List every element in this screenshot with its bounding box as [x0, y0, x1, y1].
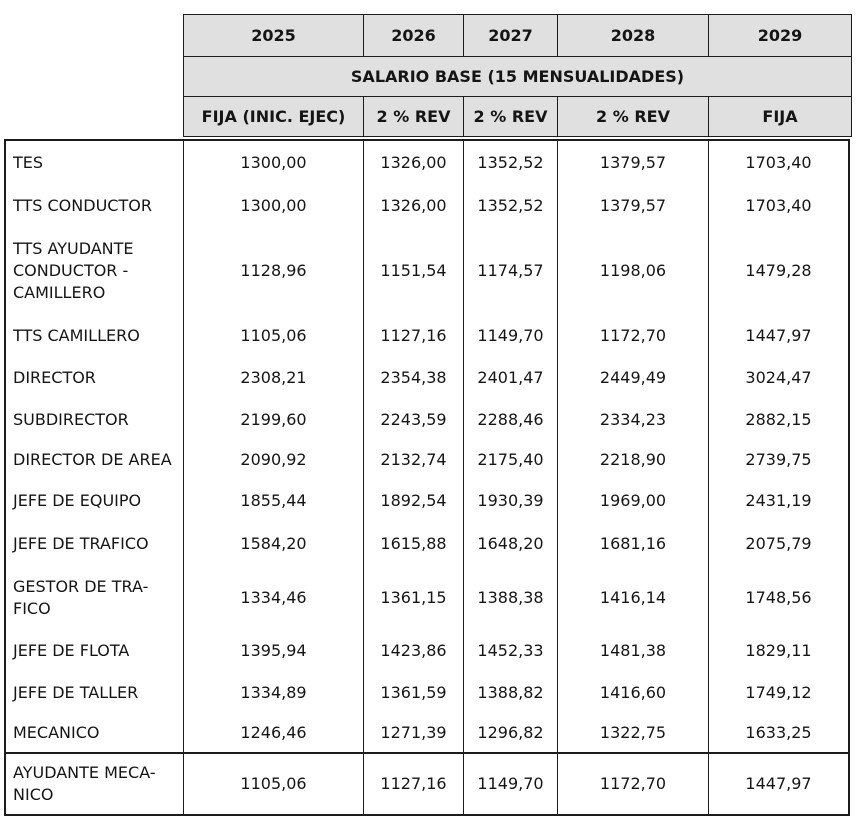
value-cell: 1447,97 [708, 314, 848, 357]
year-header-2027: 2027 [464, 15, 558, 57]
value-cell: 2075,79 [708, 522, 848, 565]
value-cell: 1416,60 [557, 672, 708, 714]
value-cell: 1352,52 [463, 184, 557, 227]
value-cell: 1296,82 [463, 714, 557, 752]
value-cell: 1151,54 [363, 227, 463, 314]
value-cell: 1322,75 [557, 714, 708, 752]
value-cell: 1969,00 [557, 480, 708, 522]
row-label: JEFE DE EQUIPO [13, 491, 142, 510]
value-cell: 1334,89 [183, 672, 363, 714]
value-cell: 1361,59 [363, 672, 463, 714]
value-cell: 1388,82 [463, 672, 557, 714]
value-cell: 2334,23 [557, 399, 708, 440]
value-cell: 1246,46 [183, 714, 363, 752]
row-label: DIRECTOR [13, 368, 96, 387]
value-cell: 1172,70 [557, 314, 708, 357]
row-label: TES [13, 152, 44, 172]
value-cell: 1930,39 [463, 480, 557, 522]
subheader-rev-2027: 2 % REV [464, 97, 558, 136]
subheader-fija-2029: FIJA [762, 107, 798, 126]
value-cell: 1447,97 [708, 752, 848, 814]
value-cell: 2218,90 [557, 440, 708, 480]
year-header-2025: 2025 [184, 15, 364, 57]
value-cell: 1127,16 [363, 752, 463, 814]
value-cell: 1423,86 [363, 630, 463, 672]
value-cell: 1452,33 [463, 630, 557, 672]
year-header-2026: 2026 [364, 15, 464, 57]
value-cell: 1681,16 [557, 522, 708, 565]
row-label: AYUDANTE MECA- NICO [6, 752, 183, 814]
value-cell: 1703,40 [708, 141, 848, 184]
value-cell: 1892,54 [363, 480, 463, 522]
subheader-rev-2026: 2 % REV [364, 97, 464, 136]
value-cell: 2354,38 [363, 357, 463, 399]
value-cell: 1388,38 [463, 565, 557, 630]
row-label: DIRECTOR DE AREA [13, 450, 172, 469]
value-cell: 1379,57 [557, 141, 708, 184]
row-label: SUBDIRECTOR [13, 409, 129, 429]
body-table: TES 1300,00 1326,00 1352,52 1379,57 1703,40 TT… [4, 139, 850, 816]
value-cell: 1198,06 [557, 227, 708, 314]
value-cell: 1300,00 [183, 141, 363, 184]
value-cell: 1748,56 [708, 565, 848, 630]
year-header-2028: 2028 [558, 15, 709, 57]
value-cell: 1334,46 [183, 565, 363, 630]
value-cell: 2401,47 [463, 357, 557, 399]
row-label: JEFE DE FLOTA [13, 641, 130, 660]
value-cell: 1855,44 [183, 480, 363, 522]
value-cell: 1128,96 [183, 227, 363, 314]
value-cell: 1352,52 [463, 141, 557, 184]
group-title: SALARIO BASE (15 MENSUALIDADES) [184, 57, 851, 97]
value-cell: 1149,70 [463, 752, 557, 814]
row-label: JEFE DE TALLER [13, 683, 139, 702]
value-cell: 1105,06 [183, 314, 363, 357]
value-cell: 1172,70 [557, 752, 708, 814]
value-cell: 2739,75 [708, 440, 848, 480]
value-cell: 1127,16 [363, 314, 463, 357]
value-cell: 1703,40 [708, 184, 848, 227]
value-cell: 3024,47 [708, 357, 848, 399]
value-cell: 1271,39 [363, 714, 463, 752]
value-cell: 1749,12 [708, 672, 848, 714]
row-label: TTS CONDUCTOR [13, 195, 152, 215]
value-cell: 1633,25 [708, 714, 848, 752]
value-cell: 1479,28 [708, 227, 848, 314]
value-cell: 1584,20 [183, 522, 363, 565]
value-cell: 1326,00 [363, 141, 463, 184]
value-cell: 2243,59 [363, 399, 463, 440]
subheader-rev-2028: 2 % REV [558, 97, 709, 136]
value-cell: 2132,74 [363, 440, 463, 480]
value-cell: 1174,57 [463, 227, 557, 314]
value-cell: 2882,15 [708, 399, 848, 440]
row-label: JEFE DE TRAFICO [13, 533, 149, 553]
value-cell: 1361,15 [363, 565, 463, 630]
value-cell: 2308,21 [183, 357, 363, 399]
value-cell: 1416,14 [557, 565, 708, 630]
table-header-block: 2025 2026 2027 2028 2029 SALARIO BASE (1… [183, 14, 852, 137]
value-cell: 1829,11 [708, 630, 848, 672]
value-cell: 1395,94 [183, 630, 363, 672]
row-label: TTS CAMILLERO [13, 325, 140, 345]
year-header-2029: 2029 [709, 15, 851, 57]
value-cell: 1648,20 [463, 522, 557, 565]
value-cell: 1105,06 [183, 752, 363, 814]
row-label: TTS AYUDANTE CONDUCTOR - CAMILLERO [13, 238, 134, 302]
value-cell: 1379,57 [557, 184, 708, 227]
value-cell: 2199,60 [183, 399, 363, 440]
value-cell: 1615,88 [363, 522, 463, 565]
value-cell: 1326,00 [363, 184, 463, 227]
row-label: MECANICO [13, 723, 100, 742]
subheader-fija-inic: FIJA (INIC. EJEC) [184, 97, 364, 136]
row-label: GESTOR DE TRA- FICO [13, 576, 149, 618]
value-cell: 2288,46 [463, 399, 557, 440]
value-cell: 2175,40 [463, 440, 557, 480]
value-cell: 1481,38 [557, 630, 708, 672]
value-cell: 2431,19 [708, 480, 848, 522]
value-cell: 1300,00 [183, 184, 363, 227]
value-cell: 2449,49 [557, 357, 708, 399]
value-cell: 2090,92 [183, 440, 363, 480]
value-cell: 1149,70 [463, 314, 557, 357]
